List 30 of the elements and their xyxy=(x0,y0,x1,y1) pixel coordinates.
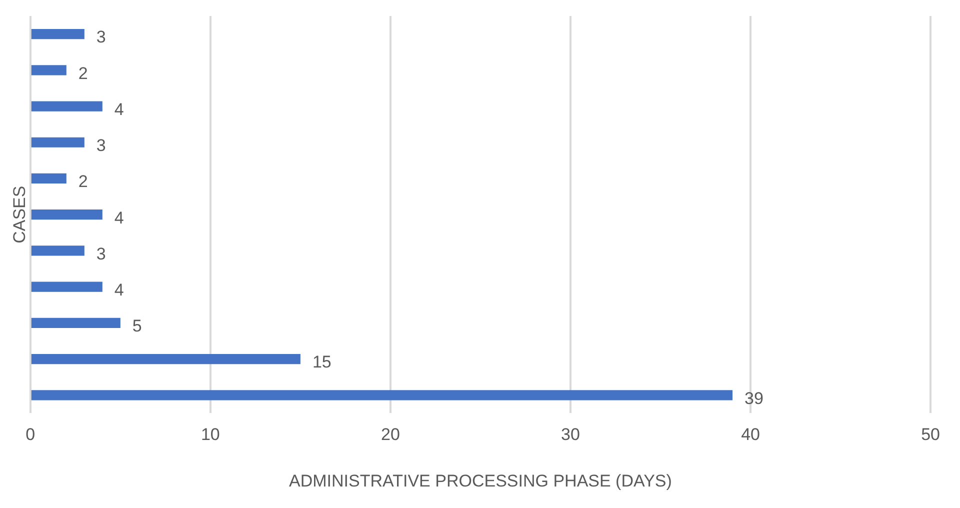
bar xyxy=(31,137,84,148)
bar xyxy=(31,65,66,76)
bar xyxy=(31,318,120,328)
bar xyxy=(31,29,84,40)
bar xyxy=(31,354,300,364)
data-label: 3 xyxy=(96,244,106,264)
x-tick-label: 20 xyxy=(380,425,400,444)
bar xyxy=(31,282,102,292)
data-label: 3 xyxy=(96,136,106,156)
data-label: 4 xyxy=(114,280,124,300)
x-tick-label: 10 xyxy=(200,425,220,444)
y-axis-title: CASES xyxy=(10,186,29,244)
bar xyxy=(31,246,84,256)
data-label: 4 xyxy=(114,100,124,119)
x-tick-label: 0 xyxy=(26,425,36,444)
x-axis-title: ADMINISTRATIVE PROCESSING PHASE (DAYS) xyxy=(289,471,672,490)
data-label: 39 xyxy=(744,388,764,408)
bar xyxy=(31,390,733,400)
data-label: 2 xyxy=(78,64,88,83)
data-label: 5 xyxy=(132,316,142,336)
bar xyxy=(31,101,102,112)
x-tick-label: 30 xyxy=(561,425,580,444)
x-tick-label: 40 xyxy=(741,425,760,444)
x-tick-label: 50 xyxy=(921,425,940,444)
bar xyxy=(31,173,66,184)
data-label: 15 xyxy=(312,352,332,372)
data-label: 2 xyxy=(78,172,88,192)
bar xyxy=(31,210,102,220)
data-label: 4 xyxy=(114,208,124,228)
data-label: 3 xyxy=(96,28,106,47)
